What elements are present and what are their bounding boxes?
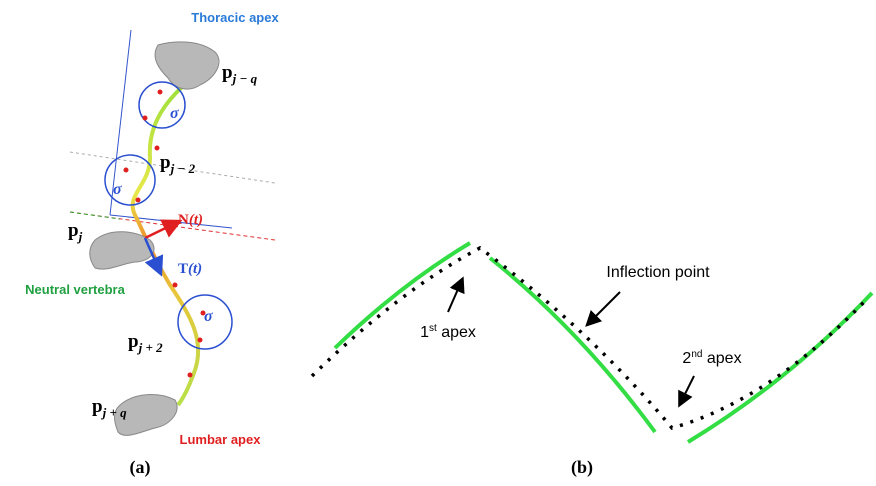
thoracic-apex-label: Thoracic apex: [191, 10, 279, 25]
arrow: [680, 376, 694, 404]
sigma-label: σ: [204, 308, 213, 325]
point-label: pj − 2: [160, 152, 196, 176]
sigma-label: σ: [170, 105, 179, 122]
point-base: p: [92, 396, 103, 417]
point-base: p: [68, 220, 79, 241]
inflection-label: Inflection point: [606, 264, 710, 281]
point-base: p: [128, 331, 139, 352]
sigma-label: σ: [113, 181, 122, 198]
point-sub: j − 2: [169, 161, 196, 176]
first-apex-label: 1st apex: [420, 323, 476, 341]
caption: (a): [130, 457, 151, 478]
label-num: 1: [420, 324, 429, 341]
neutral-vertebra-label: Neutral vertebra: [25, 282, 125, 297]
caption: (b): [571, 457, 593, 478]
vertebrae: [90, 42, 219, 436]
point-label: pj + q: [92, 396, 127, 420]
arrow: [588, 292, 620, 324]
dotted-curve: [312, 248, 866, 428]
figure: Thoracic apex Neutral vertebra Lumbar ap…: [0, 0, 876, 486]
normal-base: N: [178, 212, 189, 228]
tangent-arg: (t): [188, 261, 202, 277]
green-segments: [335, 243, 872, 442]
point-sub: j + q: [101, 405, 128, 420]
label-rest: apex: [702, 350, 741, 367]
lumbar-apex-label: Lumbar apex: [180, 432, 262, 447]
sigma-circles: [105, 82, 232, 349]
second-apex-label: 2nd apex: [682, 349, 741, 367]
point-label: pj + 2: [128, 331, 163, 355]
point-base: p: [222, 62, 233, 83]
normal-arg: (t): [189, 212, 203, 228]
point-label: pj: [68, 220, 83, 244]
point-sub: j + 2: [137, 340, 164, 355]
panel-b: 1st apex Inflection point 2nd apex (b): [312, 243, 872, 478]
panel-a: Thoracic apex Neutral vertebra Lumbar ap…: [25, 10, 279, 478]
arrow: [448, 280, 462, 312]
normal-label: N(t): [178, 212, 203, 228]
tangent-label: T(t): [178, 261, 202, 277]
label-sup: nd: [691, 349, 702, 360]
point-label: pj − q: [222, 62, 258, 86]
point-base: p: [160, 152, 171, 173]
point-sub: j − q: [231, 71, 258, 86]
label-num: 2: [682, 350, 691, 367]
label-rest: apex: [437, 324, 476, 341]
tangent-base: T: [178, 261, 188, 277]
